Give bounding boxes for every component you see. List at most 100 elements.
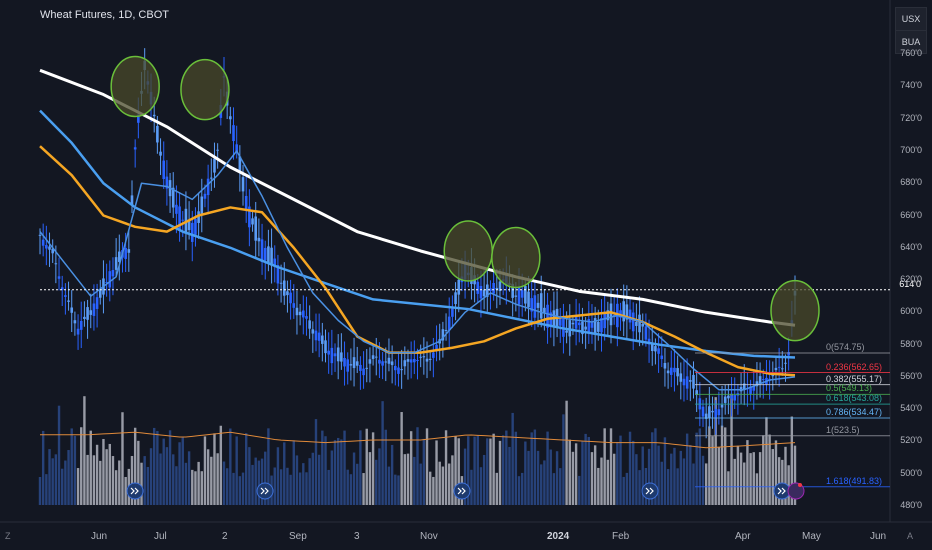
unit-button[interactable]: BUA bbox=[895, 30, 927, 54]
volume-bar bbox=[111, 456, 115, 505]
candle-body bbox=[714, 408, 717, 418]
candle-body bbox=[647, 338, 651, 345]
candle-body bbox=[517, 287, 521, 305]
volume-bar bbox=[165, 447, 169, 505]
volume-bar bbox=[730, 393, 733, 505]
candle-body bbox=[165, 176, 169, 189]
candle-body bbox=[485, 284, 489, 297]
volume-bar bbox=[99, 460, 102, 505]
y-tick-label: 720'0 bbox=[900, 112, 922, 123]
volume-bar bbox=[244, 433, 248, 505]
candle-body bbox=[685, 376, 689, 389]
volume-bar bbox=[777, 457, 781, 505]
volume-bar bbox=[143, 456, 146, 505]
candle-body bbox=[704, 413, 708, 419]
volume-bar bbox=[727, 471, 730, 505]
volume-bar bbox=[422, 438, 426, 505]
volume-bar bbox=[724, 427, 727, 505]
volume-bar bbox=[213, 433, 216, 505]
candle-body bbox=[359, 364, 362, 371]
currency-button[interactable]: USX bbox=[895, 7, 927, 31]
volume-bar bbox=[454, 436, 457, 505]
candle-body bbox=[546, 304, 549, 328]
volume-bar bbox=[600, 457, 603, 505]
candle-body bbox=[311, 329, 315, 334]
volume-bar bbox=[133, 427, 137, 505]
volume-bar bbox=[457, 438, 460, 505]
candle-body bbox=[365, 367, 369, 369]
timezone-corner[interactable]: Z bbox=[5, 531, 11, 541]
candle-body bbox=[422, 356, 426, 358]
candle-body bbox=[387, 357, 391, 364]
volume-bar bbox=[390, 444, 394, 505]
candle-body bbox=[393, 365, 397, 371]
volume-bar bbox=[333, 440, 337, 505]
volume-bar bbox=[654, 428, 657, 505]
candle-body bbox=[650, 342, 654, 352]
candle-body bbox=[539, 293, 543, 319]
volume-bar bbox=[219, 425, 223, 505]
candle-body bbox=[723, 396, 727, 403]
volume-bar bbox=[178, 442, 181, 505]
volume-bar bbox=[435, 440, 438, 505]
volume-bar bbox=[349, 474, 353, 505]
volume-bar bbox=[368, 452, 372, 505]
volume-bar bbox=[168, 430, 172, 505]
volume-bar bbox=[448, 463, 451, 505]
candle-body bbox=[625, 304, 629, 320]
y-tick-label: 640'0 bbox=[900, 241, 922, 252]
volume-bar bbox=[657, 445, 660, 505]
volume-bar bbox=[64, 460, 67, 505]
volume-bar bbox=[571, 451, 575, 505]
highlight-circle bbox=[443, 220, 494, 282]
volume-bar bbox=[520, 472, 524, 505]
volume-bar bbox=[552, 473, 556, 505]
volume-bar bbox=[695, 432, 698, 505]
candle-body bbox=[447, 316, 451, 331]
candle-body bbox=[340, 352, 343, 362]
fib-level-label: 0(574.75) bbox=[826, 342, 865, 353]
volume-bar bbox=[540, 464, 543, 505]
volume-bar bbox=[666, 469, 670, 505]
candle-body bbox=[558, 317, 562, 326]
y-tick-label: 620'0 bbox=[900, 274, 922, 285]
volume-bar bbox=[70, 428, 73, 505]
candle-body bbox=[663, 362, 667, 369]
candle-body bbox=[451, 308, 454, 317]
candle-body bbox=[720, 404, 724, 408]
candle-body bbox=[346, 359, 350, 372]
candle-body bbox=[590, 322, 594, 328]
candle-body bbox=[476, 281, 480, 294]
candle-body bbox=[197, 211, 200, 223]
candle-body bbox=[593, 318, 597, 333]
volume-bar bbox=[241, 472, 245, 505]
volume-bar bbox=[73, 435, 77, 505]
event-marker-arrow bbox=[457, 487, 466, 495]
volume-bar bbox=[175, 466, 178, 505]
volume-bar bbox=[38, 477, 42, 505]
x-tick-label: Jul bbox=[154, 531, 167, 542]
candle-body bbox=[76, 328, 80, 335]
volume-bar bbox=[752, 452, 755, 505]
fib-level-label: 0.786(534.47) bbox=[826, 407, 883, 417]
candle-body bbox=[238, 156, 242, 173]
volume-bar bbox=[413, 456, 416, 505]
volume-bar bbox=[717, 447, 721, 505]
event-marker-icon bbox=[641, 482, 659, 500]
volume-bar bbox=[574, 443, 578, 505]
candle-body bbox=[371, 355, 375, 359]
volume-bar bbox=[181, 437, 184, 505]
candle-body bbox=[752, 386, 756, 391]
candle-body bbox=[511, 283, 514, 298]
volume-bar bbox=[606, 459, 610, 505]
volume-bar bbox=[679, 450, 682, 505]
volume-bar bbox=[463, 448, 467, 505]
auto-scale-corner[interactable]: A bbox=[907, 531, 914, 541]
volume-bar bbox=[83, 396, 86, 505]
volume-bar bbox=[698, 428, 702, 505]
candle-body bbox=[92, 303, 96, 316]
candle-body bbox=[543, 307, 546, 313]
candle-body bbox=[669, 367, 673, 375]
candle-body bbox=[108, 271, 112, 288]
